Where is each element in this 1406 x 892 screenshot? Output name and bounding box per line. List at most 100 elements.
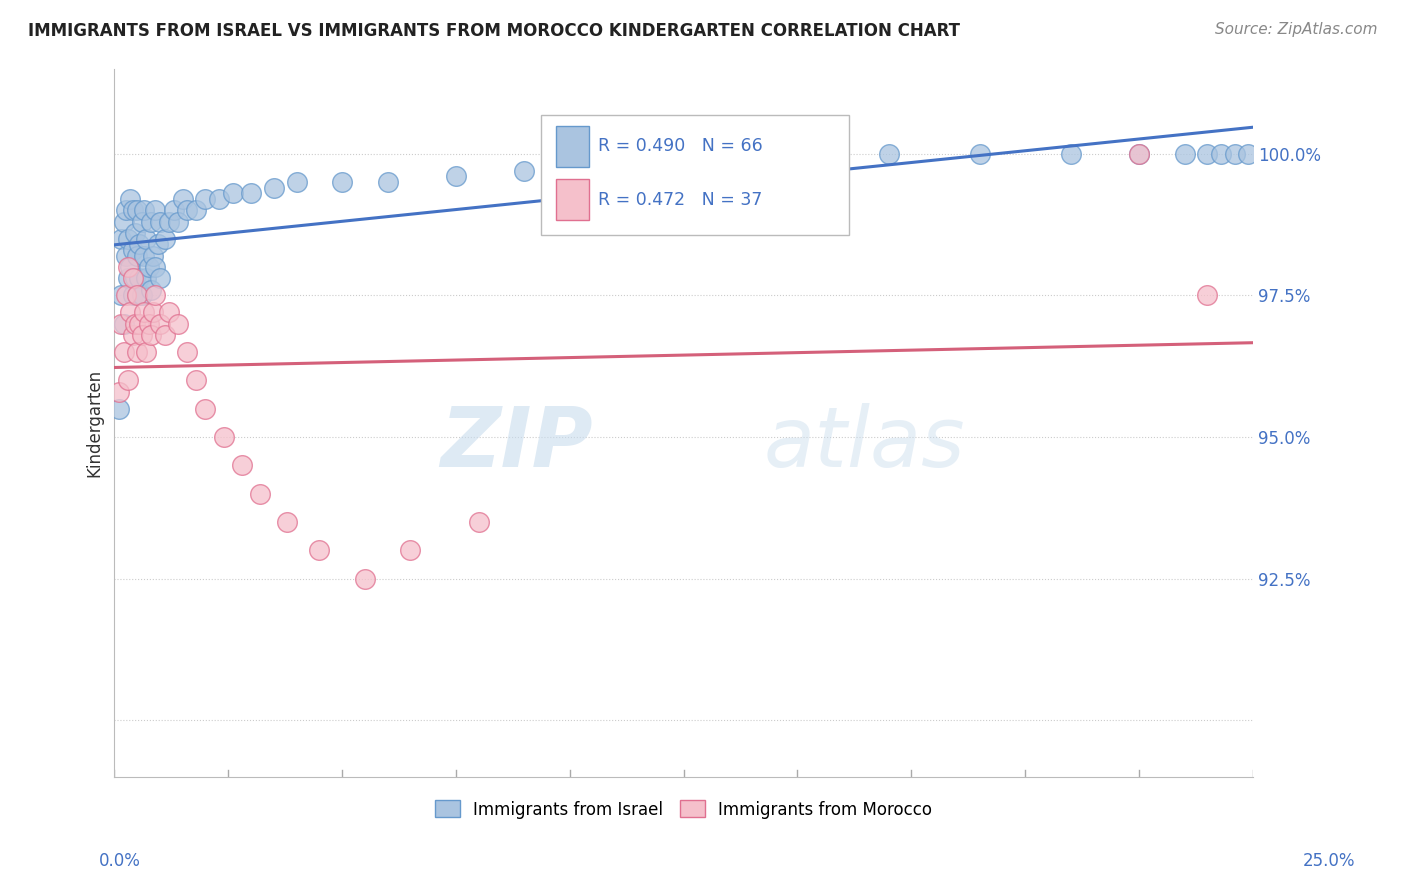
Point: [132, 203, 155, 218]
Point: [263, 180, 285, 194]
Point: [1060, 146, 1083, 161]
Point: [153, 327, 176, 342]
Text: 25.0%: 25.0%: [1302, 852, 1355, 870]
Point: [149, 271, 172, 285]
Point: [718, 146, 741, 161]
Point: [124, 317, 146, 331]
Point: [222, 186, 245, 201]
Point: [127, 288, 149, 302]
Point: [354, 572, 377, 586]
Point: [167, 317, 190, 331]
Point: [157, 214, 180, 228]
FancyBboxPatch shape: [557, 178, 589, 220]
Point: [120, 192, 142, 206]
Point: [240, 186, 263, 201]
Point: [139, 214, 162, 228]
Point: [131, 327, 153, 342]
Point: [249, 486, 271, 500]
Point: [444, 169, 467, 184]
Point: [127, 344, 149, 359]
Point: [114, 248, 136, 262]
FancyBboxPatch shape: [557, 126, 589, 168]
Point: [149, 317, 172, 331]
Point: [194, 192, 217, 206]
Point: [117, 231, 139, 245]
Point: [121, 243, 143, 257]
Point: [467, 515, 489, 529]
Point: [131, 214, 153, 228]
Point: [121, 288, 143, 302]
Point: [120, 260, 142, 274]
Point: [135, 344, 157, 359]
Point: [135, 231, 157, 245]
Point: [162, 203, 184, 218]
Point: [1197, 146, 1219, 161]
Point: [308, 543, 330, 558]
Text: R = 0.472   N = 37: R = 0.472 N = 37: [598, 191, 762, 209]
Point: [153, 231, 176, 245]
Point: [176, 344, 198, 359]
Point: [212, 430, 235, 444]
Point: [276, 515, 298, 529]
Point: [110, 317, 132, 331]
Point: [877, 146, 900, 161]
Point: [186, 203, 208, 218]
Point: [146, 237, 169, 252]
Point: [121, 203, 143, 218]
Legend: Immigrants from Israel, Immigrants from Morocco: Immigrants from Israel, Immigrants from …: [429, 794, 939, 825]
Point: [139, 327, 162, 342]
Text: IMMIGRANTS FROM ISRAEL VS IMMIGRANTS FROM MOROCCO KINDERGARTEN CORRELATION CHART: IMMIGRANTS FROM ISRAEL VS IMMIGRANTS FRO…: [28, 22, 960, 40]
Point: [186, 373, 208, 387]
Point: [969, 146, 991, 161]
Point: [127, 288, 149, 302]
Point: [142, 248, 165, 262]
Point: [135, 271, 157, 285]
Point: [149, 214, 172, 228]
Point: [139, 283, 162, 297]
Text: 0.0%: 0.0%: [98, 852, 141, 870]
Text: ZIP: ZIP: [440, 403, 592, 484]
Point: [1173, 146, 1195, 161]
Point: [138, 260, 160, 274]
Point: [127, 203, 149, 218]
Point: [231, 458, 253, 473]
Point: [127, 248, 149, 262]
Point: [157, 305, 180, 319]
Point: [117, 271, 139, 285]
Point: [285, 175, 308, 189]
FancyBboxPatch shape: [541, 114, 849, 235]
Text: Source: ZipAtlas.com: Source: ZipAtlas.com: [1215, 22, 1378, 37]
Text: R = 0.490   N = 66: R = 0.490 N = 66: [598, 137, 763, 155]
Point: [112, 344, 135, 359]
Point: [581, 158, 603, 172]
Point: [1197, 288, 1219, 302]
Point: [128, 271, 150, 285]
Point: [1237, 146, 1260, 161]
Point: [121, 327, 143, 342]
Y-axis label: Kindergarten: Kindergarten: [86, 368, 103, 476]
Point: [120, 305, 142, 319]
Point: [132, 305, 155, 319]
Point: [124, 271, 146, 285]
Point: [145, 260, 167, 274]
Point: [128, 237, 150, 252]
Point: [377, 175, 399, 189]
Point: [138, 317, 160, 331]
Point: [121, 271, 143, 285]
Point: [1209, 146, 1232, 161]
Point: [786, 146, 808, 161]
Point: [399, 543, 422, 558]
Point: [124, 226, 146, 240]
Point: [167, 214, 190, 228]
Point: [330, 175, 353, 189]
Point: [1128, 146, 1150, 161]
Point: [112, 317, 135, 331]
Point: [114, 203, 136, 218]
Point: [145, 288, 167, 302]
Point: [117, 260, 139, 274]
Point: [131, 288, 153, 302]
Point: [145, 203, 167, 218]
Point: [108, 401, 131, 416]
Point: [650, 152, 672, 166]
Point: [1128, 146, 1150, 161]
